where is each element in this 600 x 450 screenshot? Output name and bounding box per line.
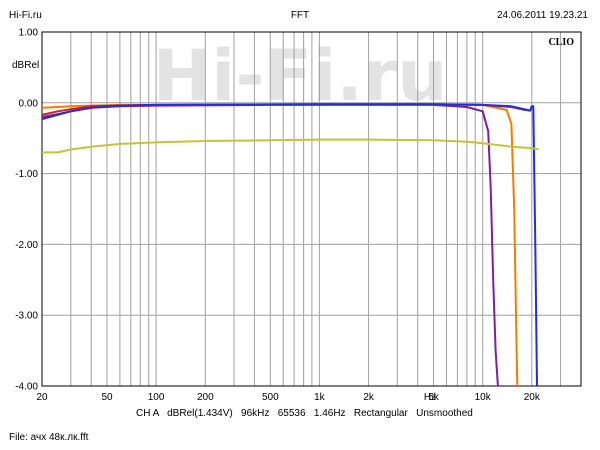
x-tick-label: 200 xyxy=(197,392,214,403)
series-line-5 xyxy=(42,138,539,154)
x-tick-label: 10k xyxy=(475,392,492,403)
x-tick-label: 500 xyxy=(262,392,279,403)
x-tick-label: 50 xyxy=(101,392,113,403)
x-tick-label: 1k xyxy=(314,392,326,403)
x-axis-label: Hz xyxy=(424,392,436,403)
series-line-4 xyxy=(41,103,538,387)
y-tick-label: 0.00 xyxy=(19,98,39,109)
grid xyxy=(42,32,581,386)
y-tick-label: -2.00 xyxy=(15,240,38,251)
y-tick-labels: 1.00 0.00 -1.00 -2.00 -3.00 -4.00 xyxy=(15,28,38,393)
series-group xyxy=(41,103,539,387)
file-name: File: ачх 48к.лк.fft xyxy=(9,432,89,443)
x-tick-label: 20 xyxy=(36,392,48,403)
y-tick-label: 1.00 xyxy=(19,28,39,39)
x-tick-labels: 20 50 100 200 500 1k 2k 5k 10k 20k xyxy=(36,392,540,403)
x-tick-label: 20k xyxy=(524,392,541,403)
plot-frame xyxy=(41,31,582,387)
header-site-name: Hi-Fi.ru xyxy=(9,10,42,21)
header-title: FFT xyxy=(290,10,310,21)
x-tick-label: 100 xyxy=(148,392,165,403)
x-tick-label: 5k xyxy=(428,392,440,403)
clio-brand-label: CLIO xyxy=(548,37,574,48)
header-timestamp: 24.06.2011 19.23.21 xyxy=(496,10,588,21)
y-tick-label: -1.00 xyxy=(15,169,38,180)
measurement-settings: CH A dBRel(1.434V) 96kHz 65536 1.46Hz Re… xyxy=(136,408,473,419)
y-tick-label: -3.00 xyxy=(15,311,38,322)
y-tick-label: -4.00 xyxy=(15,382,38,393)
x-tick-label: 2k xyxy=(363,392,375,403)
y-axis-label: dBRel xyxy=(12,60,39,71)
